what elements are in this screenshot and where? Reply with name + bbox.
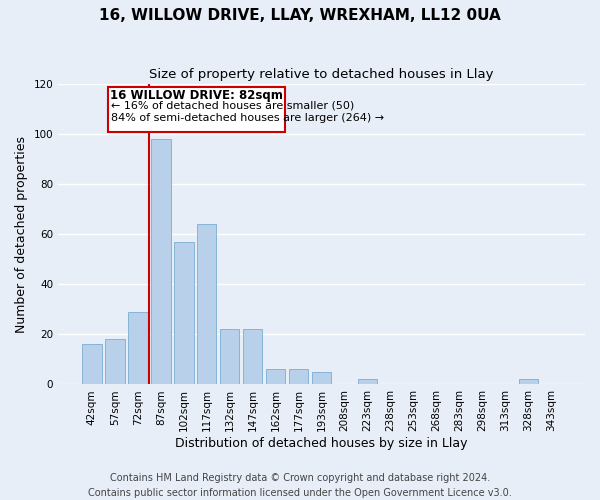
Text: 84% of semi-detached houses are larger (264) →: 84% of semi-detached houses are larger (… (111, 113, 384, 123)
Bar (243, 330, 262, 384)
Bar (105, 340, 125, 384)
Bar (312, 372, 331, 384)
Title: Size of property relative to detached houses in Llay: Size of property relative to detached ho… (149, 68, 494, 80)
Bar (174, 242, 194, 384)
FancyBboxPatch shape (108, 87, 285, 132)
Bar (128, 312, 148, 384)
Bar (266, 370, 286, 384)
X-axis label: Distribution of detached houses by size in Llay: Distribution of detached houses by size … (175, 437, 468, 450)
Bar (518, 380, 538, 384)
Bar (82, 344, 101, 385)
Bar (151, 140, 170, 384)
Bar (220, 330, 239, 384)
Text: Contains HM Land Registry data © Crown copyright and database right 2024.
Contai: Contains HM Land Registry data © Crown c… (88, 472, 512, 498)
Text: 16, WILLOW DRIVE, LLAY, WREXHAM, LL12 0UA: 16, WILLOW DRIVE, LLAY, WREXHAM, LL12 0U… (99, 8, 501, 22)
Bar (289, 370, 308, 384)
Text: 16 WILLOW DRIVE: 82sqm: 16 WILLOW DRIVE: 82sqm (110, 89, 283, 102)
Bar (197, 224, 217, 384)
Text: ← 16% of detached houses are smaller (50): ← 16% of detached houses are smaller (50… (111, 100, 354, 110)
Y-axis label: Number of detached properties: Number of detached properties (15, 136, 28, 333)
Bar (358, 380, 377, 384)
